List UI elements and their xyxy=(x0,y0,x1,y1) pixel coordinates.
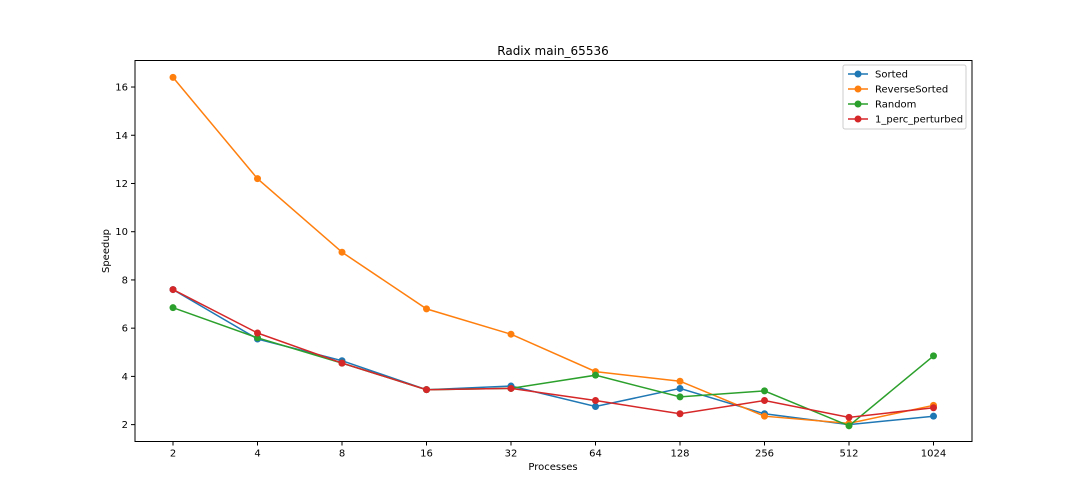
data-point xyxy=(254,329,261,337)
y-tick-label: 14 xyxy=(115,131,128,142)
data-point xyxy=(507,384,515,392)
x-tick-label: 256 xyxy=(755,449,774,460)
data-point xyxy=(423,305,430,313)
x-axis-label: Processes xyxy=(528,462,577,473)
x-tick-label: 32 xyxy=(505,449,518,460)
legend-item: 1_perc_perturbed xyxy=(848,115,963,126)
x-tick-label: 4 xyxy=(254,449,260,460)
y-tick-label: 10 xyxy=(115,227,128,238)
data-point xyxy=(676,377,684,385)
series-line xyxy=(172,288,934,426)
data-point xyxy=(676,393,684,401)
legend: Sorted ReverseSorted Random 1_perc_perturbe… xyxy=(842,64,967,130)
y-tick-label: 12 xyxy=(115,179,128,190)
series-line xyxy=(172,76,934,425)
chart-title: Radix main_65536 xyxy=(497,44,608,58)
series-Random xyxy=(169,304,937,430)
data-point xyxy=(254,334,261,342)
series-Sorted xyxy=(169,286,937,429)
data-point xyxy=(169,286,177,294)
data-point xyxy=(338,248,346,256)
y-tick-label: 2 xyxy=(122,420,128,431)
legend-item: ReverseSorted xyxy=(848,85,948,96)
data-point xyxy=(592,403,599,411)
data-point xyxy=(930,404,937,412)
data-point xyxy=(592,371,599,379)
series-line xyxy=(172,288,934,419)
series-ReverseSorted xyxy=(169,73,937,427)
data-point xyxy=(169,73,177,81)
data-point xyxy=(254,175,261,183)
data-point xyxy=(592,397,599,405)
x-axis: 2 4 8 16 32 64 128 256 512 1024 xyxy=(170,441,946,460)
x-tick-label: 512 xyxy=(839,449,858,460)
legend-label: ReverseSorted xyxy=(875,85,948,96)
x-tick-label: 1024 xyxy=(921,449,946,460)
x-tick-label: 2 xyxy=(170,449,176,460)
legend-label: Sorted xyxy=(875,70,908,81)
legend-item: Random xyxy=(848,100,916,111)
x-tick-label: 64 xyxy=(589,449,602,460)
x-tick-label: 16 xyxy=(420,449,433,460)
legend-swatch-marker xyxy=(854,85,862,93)
series-line xyxy=(172,306,934,427)
series-1_perc_perturbed xyxy=(169,286,937,421)
data-point xyxy=(676,384,684,392)
y-axis: 2 4 6 8 10 12 14 16 xyxy=(115,83,135,431)
legend-item: Sorted xyxy=(848,70,908,81)
data-point xyxy=(423,386,430,394)
legend-label: 1_perc_perturbed xyxy=(875,115,963,126)
data-point xyxy=(930,352,937,360)
legend-swatch-marker xyxy=(854,100,862,108)
y-axis-label: Speedup xyxy=(101,229,112,273)
data-point xyxy=(169,304,177,312)
data-point xyxy=(676,410,684,418)
x-tick-label: 128 xyxy=(670,449,689,460)
legend-box xyxy=(842,64,967,130)
data-point xyxy=(507,330,515,338)
data-point xyxy=(761,397,768,405)
x-tick-label: 8 xyxy=(339,449,345,460)
y-tick-label: 16 xyxy=(115,83,128,94)
data-point xyxy=(845,413,853,421)
legend-swatch-marker xyxy=(854,115,862,123)
y-tick-label: 4 xyxy=(122,372,128,383)
data-point xyxy=(930,412,937,420)
data-point xyxy=(761,387,768,395)
data-point xyxy=(845,422,853,430)
legend-swatch-marker xyxy=(854,70,862,78)
y-tick-label: 8 xyxy=(122,275,128,286)
plot-area xyxy=(134,60,973,442)
data-point xyxy=(761,412,768,420)
data-point xyxy=(338,359,346,367)
series-layer xyxy=(169,73,937,430)
y-tick-label: 6 xyxy=(122,324,128,335)
legend-label: Random xyxy=(875,100,916,111)
